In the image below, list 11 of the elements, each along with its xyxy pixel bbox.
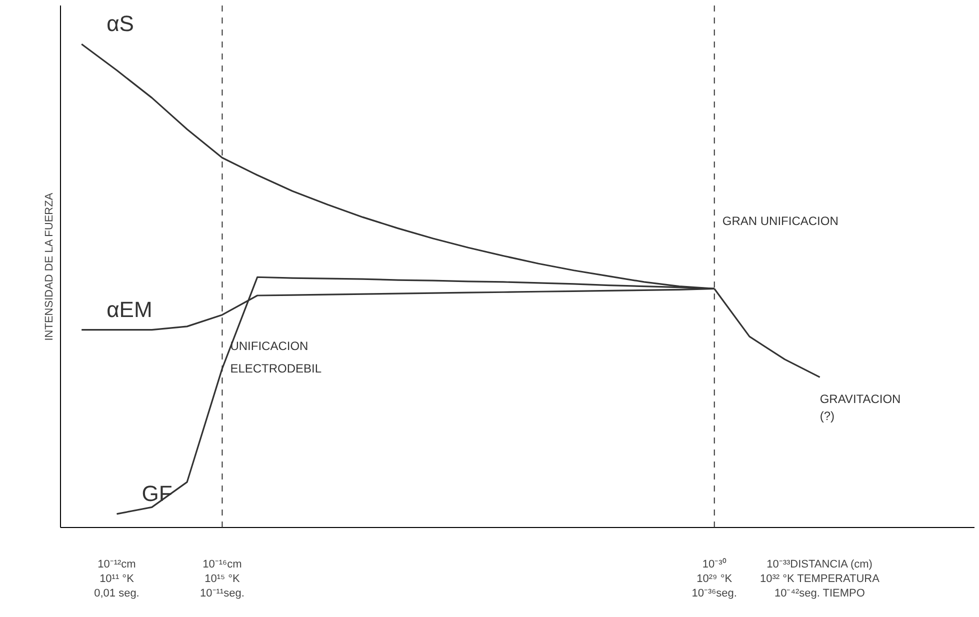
series-label: αS xyxy=(106,11,134,36)
series-label: αEM xyxy=(106,296,152,322)
ref-line-label: UNIFICACION ELECTRODEBIL xyxy=(230,339,322,376)
x-tick-label: 10⁻¹²cm 10¹¹ °K 0,01 seg. xyxy=(94,558,140,600)
series-label: GF xyxy=(142,480,172,506)
ref-line-label: GRAN UNIFICACION xyxy=(722,214,838,228)
annotation: GRAVITACION (?) xyxy=(820,392,901,423)
x-tick-label: 10⁻³³DISTANCIA (cm) 10³² °K TEMPERATURA 10⁻⁴²seg. TIEMPO xyxy=(760,558,880,600)
x-tick-label: 10⁻¹⁶cm 10¹⁵ °K 10⁻¹¹seg. xyxy=(200,558,244,600)
x-tick-label: 10⁻³⁰ 10²⁹ °K 10⁻³⁶seg. xyxy=(692,558,737,600)
y-axis-title: INTENSIDAD DE LA FUERZA xyxy=(44,192,56,341)
